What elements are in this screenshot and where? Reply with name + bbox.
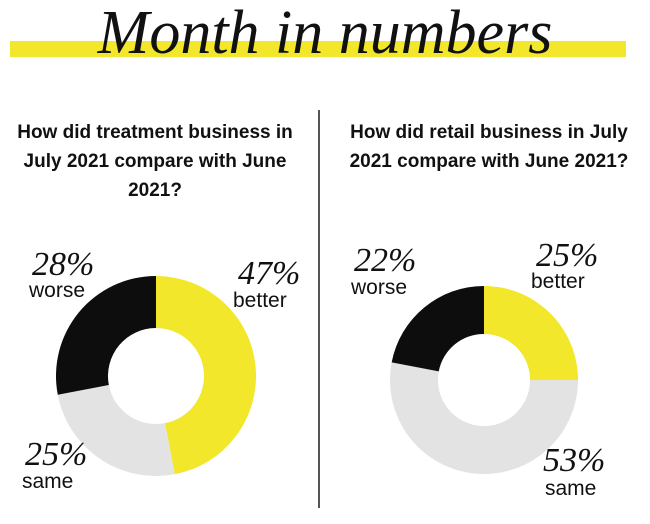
slice-label-treatment-better: better bbox=[233, 289, 287, 312]
donut-slice-retail-better bbox=[484, 286, 578, 380]
donut-slice-retail-worse bbox=[391, 286, 484, 372]
donut-slice-treatment-worse bbox=[56, 276, 156, 395]
slice-value-retail-same: 53% bbox=[543, 442, 606, 479]
slice-value-retail-better: 25% bbox=[536, 237, 599, 274]
donut-slice-treatment-same bbox=[57, 384, 175, 476]
slice-value-treatment-same: 25% bbox=[25, 436, 88, 473]
page-title: Month in numbers bbox=[97, 0, 553, 67]
slice-label-treatment-same: same bbox=[22, 470, 74, 493]
slice-value-treatment-worse: 28% bbox=[32, 246, 95, 283]
donut-chart-treatment bbox=[56, 276, 256, 476]
slice-label-retail-worse: worse bbox=[351, 276, 408, 299]
slice-label-retail-same: same bbox=[545, 477, 597, 500]
chart-title-retail: How did retail business in July 2021 com… bbox=[349, 122, 629, 172]
chart-title-treatment: How did treatment business in July 2021 … bbox=[17, 122, 293, 201]
chart-divider bbox=[318, 110, 320, 508]
slice-value-treatment-better: 47% bbox=[238, 255, 301, 292]
slice-value-retail-worse: 22% bbox=[354, 242, 417, 279]
title-highlight-band bbox=[10, 41, 626, 57]
donut-slice-treatment-better bbox=[156, 276, 256, 475]
slice-label-retail-better: better bbox=[531, 270, 585, 293]
donut-chart-retail bbox=[390, 286, 578, 474]
slice-label-treatment-worse: worse bbox=[29, 279, 86, 302]
donut-slice-retail-same bbox=[390, 362, 578, 474]
